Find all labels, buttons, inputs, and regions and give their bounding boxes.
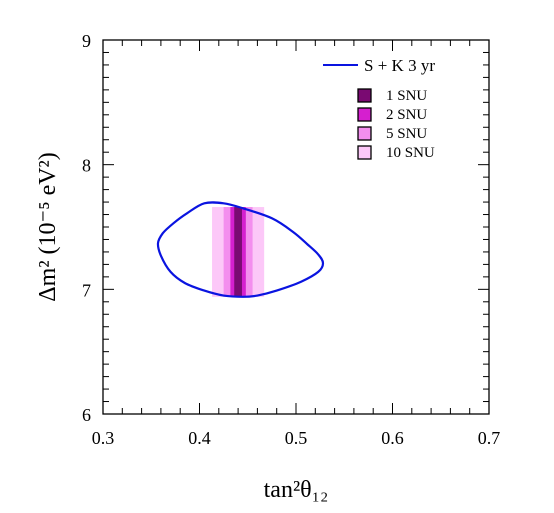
plot-frame xyxy=(102,39,490,415)
x-tick-label: 0.4 xyxy=(188,428,211,448)
sk-3yr-contour xyxy=(156,201,325,298)
x-tick-label: 0.6 xyxy=(381,428,404,448)
legend-swatch-2-snu xyxy=(357,107,372,122)
legend-label-1-snu: 1 SNU xyxy=(386,88,427,104)
snu-bands xyxy=(212,207,265,297)
y-tick-label: 7 xyxy=(82,280,91,300)
legend-label-2-snu: 2 SNU xyxy=(386,107,427,123)
x-axis-label: tan²θ₁₂ xyxy=(264,477,329,503)
x-tick-label: 0.5 xyxy=(285,428,308,448)
legend-label-sk-3yr: S + K 3 yr xyxy=(364,56,435,75)
y-tick-label: 8 xyxy=(82,156,91,176)
legend-label-5-snu: 5 SNU xyxy=(386,126,427,142)
y-tick-label: 9 xyxy=(82,31,91,51)
legend-label-10-snu: 10 SNU xyxy=(386,145,435,161)
legend-swatch-10-snu xyxy=(357,145,372,160)
legend-swatch-5-snu xyxy=(357,126,372,141)
band-1-snu xyxy=(234,207,242,297)
x-tick-label: 0.7 xyxy=(478,428,501,448)
x-tick-label: 0.3 xyxy=(92,428,115,448)
y-tick-label: 6 xyxy=(82,405,91,425)
legend: S + K 3 yr 1 SNU 2 SNU 5 SNU 10 SNU xyxy=(323,56,435,161)
legend-swatch-1-snu xyxy=(357,88,372,103)
x-axis-ticks: 0.3 0.4 0.5 0.6 0.7 xyxy=(92,40,501,448)
y-axis-label: Δm² (10⁻⁵ eV²) xyxy=(35,152,61,302)
y-axis-ticks: 6 7 8 9 xyxy=(82,31,489,425)
